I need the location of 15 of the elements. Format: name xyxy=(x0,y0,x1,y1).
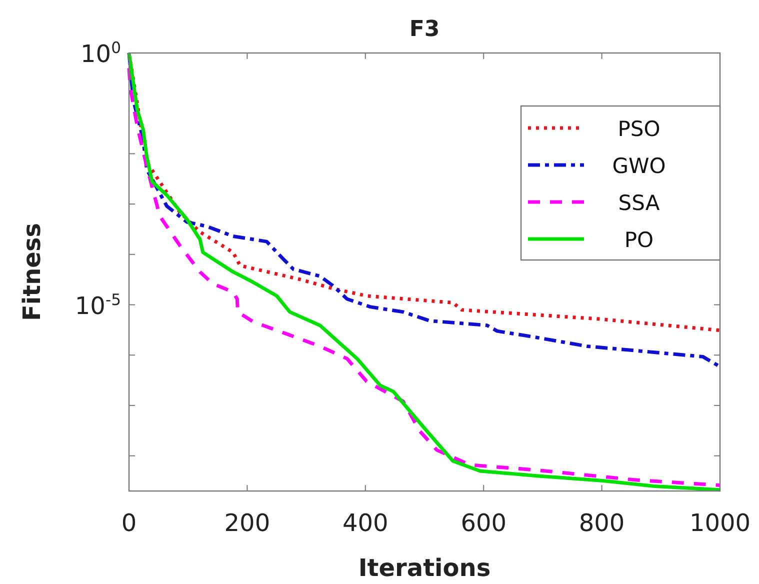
legend-label: SSA xyxy=(618,191,660,215)
legend-label: PSO xyxy=(618,117,660,141)
x-tick-label: 600 xyxy=(460,509,507,537)
chart-title: F3 xyxy=(409,17,440,42)
legend-label: PO xyxy=(624,228,654,252)
y-axis-title: Fitness xyxy=(18,222,46,322)
x-axis-title: Iterations xyxy=(358,554,491,582)
x-tick-label: 1000 xyxy=(689,509,751,537)
x-tick-label: 200 xyxy=(224,509,270,537)
y-tick-label: 10$^{-5}$ xyxy=(74,290,121,320)
legend-label: GWO xyxy=(612,154,666,178)
x-tick-label: 400 xyxy=(342,509,388,537)
x-tick-label: 0 xyxy=(121,509,137,537)
y-tick-label: 10$^{0}$ xyxy=(80,39,121,68)
x-tick-label: 800 xyxy=(578,509,625,537)
